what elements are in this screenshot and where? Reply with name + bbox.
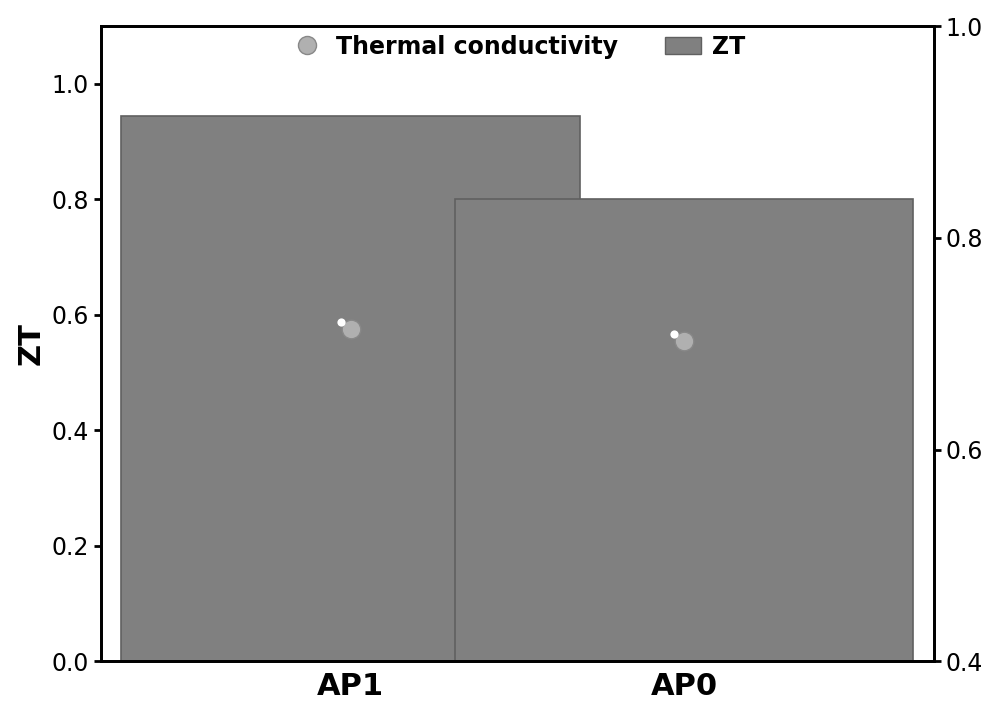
Bar [121,116,580,661]
Point [666,328,682,340]
Bar [455,200,913,661]
Legend: Thermal conductivity, ZT: Thermal conductivity, ZT [279,25,755,68]
Thermal conductivity [676,335,692,347]
Point [333,317,349,328]
Y-axis label: ZT: ZT [17,322,46,365]
Thermal conductivity [343,324,359,335]
